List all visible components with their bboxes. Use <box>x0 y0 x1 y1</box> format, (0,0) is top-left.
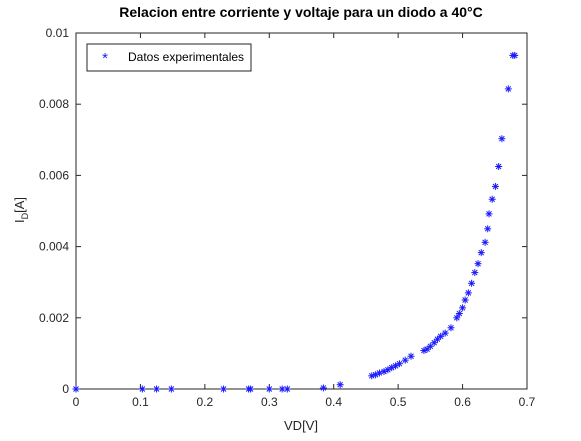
data-point <box>455 310 463 318</box>
y-tick-label: 0.002 <box>39 311 69 325</box>
y-tick-label: 0.008 <box>39 97 69 111</box>
data-point <box>461 296 469 304</box>
data-point <box>265 385 273 393</box>
x-tick-label: 0.4 <box>325 395 342 409</box>
x-tick-label: 0.5 <box>390 395 407 409</box>
data-point <box>319 384 327 392</box>
data-point <box>407 352 415 360</box>
legend-label: Datos experimentales <box>128 50 244 64</box>
data-point <box>401 356 409 364</box>
data-point <box>72 385 80 393</box>
data-point <box>468 279 476 287</box>
data-point <box>511 51 519 59</box>
plot-area <box>75 32 528 390</box>
data-point <box>498 135 506 143</box>
data-point <box>395 360 403 368</box>
data-point <box>474 260 482 268</box>
y-axis-label: ID[A] <box>12 197 30 223</box>
data-point <box>247 385 255 393</box>
data-point <box>485 210 493 218</box>
y-tick-label: 0.01 <box>46 26 70 40</box>
data-point <box>336 381 344 389</box>
data-point <box>459 304 467 312</box>
y-tick-label: 0 <box>62 382 69 396</box>
data-point <box>283 385 291 393</box>
x-tick-label: 0.3 <box>261 395 278 409</box>
data-point <box>477 249 485 257</box>
x-tick-label: 0.7 <box>519 395 536 409</box>
data-point <box>484 225 492 233</box>
data-point <box>495 163 503 170</box>
legend: * Datos experimentales <box>86 43 252 72</box>
data-point <box>488 195 496 203</box>
data-point <box>153 385 161 393</box>
data-point <box>441 329 449 337</box>
x-axis-label: VD[V] <box>284 418 318 433</box>
x-tick-label: 0.2 <box>197 395 214 409</box>
data-point <box>437 332 445 340</box>
y-tick-label: 0.004 <box>39 240 69 254</box>
y-axis-label-subscript: D <box>20 212 30 219</box>
data-point <box>504 85 512 93</box>
data-point <box>138 385 146 393</box>
y-axis-label-unit: [A] <box>12 197 27 213</box>
data-point <box>220 385 228 393</box>
data-point <box>447 324 455 332</box>
x-tick-label: 0.1 <box>132 395 149 409</box>
data-points <box>72 51 519 393</box>
axes-frame <box>75 32 528 390</box>
y-tick-label: 0.006 <box>39 168 69 182</box>
chart-title: Relacion entre corriente y voltaje para … <box>119 4 482 20</box>
legend-box <box>86 43 252 72</box>
data-point <box>464 289 472 297</box>
x-tick-label: 0.6 <box>454 395 471 409</box>
data-point <box>491 182 499 190</box>
data-point <box>453 314 461 322</box>
y-axis-label-main: I <box>12 219 27 223</box>
axis-ticks: 0 0.1 0.2 0.3 0.4 0.5 0.6 0.7 0 0.002 0.004 0.006 0.… <box>39 26 536 409</box>
legend-marker: * <box>102 50 108 67</box>
data-point <box>481 238 489 246</box>
data-point <box>433 335 441 343</box>
x-tick-label: 0 <box>73 395 80 409</box>
data-point <box>471 269 479 277</box>
data-point <box>375 369 383 377</box>
data-point <box>167 385 175 393</box>
